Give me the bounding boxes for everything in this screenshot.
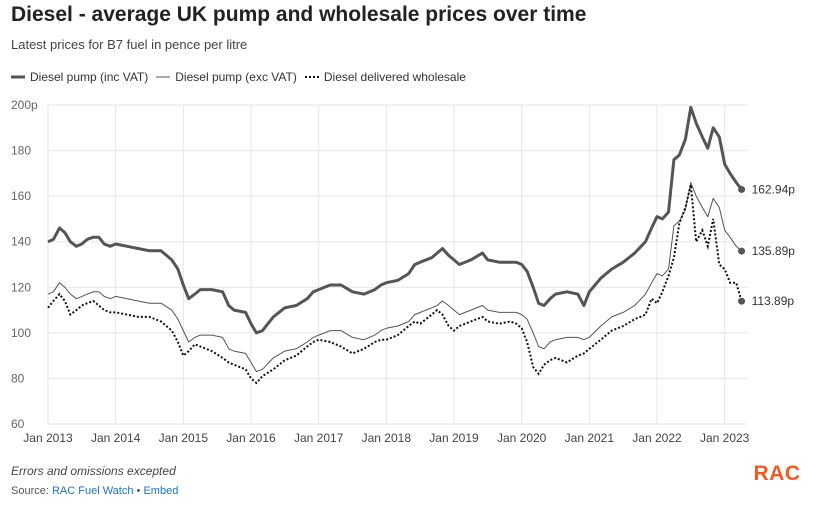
y-tick-label: 60: [11, 417, 25, 431]
end-point-marker: [738, 185, 746, 193]
embed-link[interactable]: Embed: [143, 485, 179, 497]
y-tick-label: 180: [11, 144, 31, 158]
x-tick-label: Jan 2023: [700, 431, 750, 445]
end-value-label: 135.89p: [752, 244, 796, 258]
series-line-pump-exc-vat: [47, 182, 742, 373]
errors-note: Errors and omissions excepted: [11, 464, 176, 478]
legend-swatch-thick-line-icon: [11, 75, 25, 79]
series-line-pump-inc-vat: [47, 105, 743, 335]
x-tick-label: Jan 2022: [632, 431, 682, 445]
end-value-label: 162.94p: [752, 182, 796, 196]
rac-logo-icon: RAC: [754, 462, 801, 485]
y-tick-label: 160: [11, 189, 31, 203]
y-tick-label: 80: [11, 371, 25, 385]
chart-title: Diesel - average UK pump and wholesale p…: [11, 3, 587, 26]
legend-label-pump-inc-vat: Diesel pump (inc VAT): [30, 70, 149, 84]
source-link[interactable]: RAC Fuel Watch: [51, 485, 134, 497]
end-value-label: 113.89p: [752, 294, 795, 308]
series-line-wholesale: [47, 184, 743, 385]
x-tick-label: Jan 2021: [565, 431, 615, 445]
x-tick-label: Jan 2014: [91, 431, 141, 445]
chart-legend: Diesel pump (inc VAT) Diesel pump (exc V…: [11, 69, 474, 85]
source-line: Source: RAC Fuel Watch • Embed: [11, 485, 178, 497]
x-tick-label: Jan 2020: [497, 431, 547, 445]
legend-item-pump-inc-vat[interactable]: Diesel pump (inc VAT): [11, 70, 148, 84]
source-separator: •: [133, 485, 144, 497]
y-tick-label: 120: [11, 280, 31, 294]
legend-label-pump-exc-vat: Diesel pump (exc VAT): [175, 70, 297, 84]
x-tick-label: Jan 2018: [362, 431, 412, 445]
y-tick-label: 200p: [11, 98, 38, 112]
y-tick-label: 140: [11, 235, 31, 249]
x-tick-label: Jan 2016: [226, 431, 276, 445]
x-tick-label: Jan 2019: [429, 431, 479, 445]
x-tick-label: Jan 2013: [23, 431, 73, 445]
legend-label-wholesale: Diesel delivered wholesale: [323, 70, 466, 84]
end-point-marker: [738, 247, 746, 255]
legend-item-wholesale[interactable]: Diesel delivered wholesale: [304, 70, 466, 84]
end-point-marker: [738, 297, 746, 305]
svg-text:RAC: RAC: [754, 462, 801, 485]
chart-subtitle: Latest prices for B7 fuel in pence per l…: [11, 37, 248, 52]
y-tick-label: 100: [11, 326, 31, 340]
x-tick-label: Jan 2015: [159, 431, 209, 445]
legend-item-pump-exc-vat[interactable]: Diesel pump (exc VAT): [156, 70, 297, 84]
source-prefix: Source:: [11, 485, 52, 497]
legend-swatch-thin-line-icon: [156, 76, 171, 78]
x-tick-label: Jan 2017: [294, 431, 344, 445]
